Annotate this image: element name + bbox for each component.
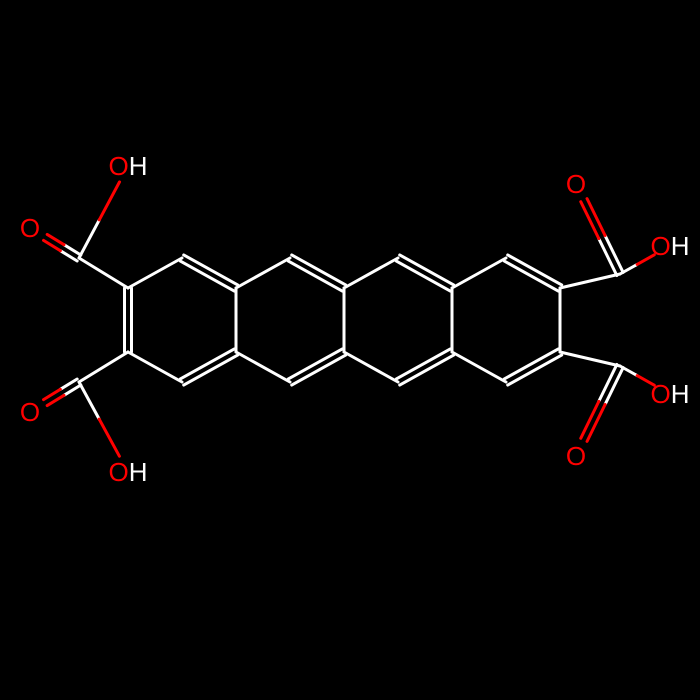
- atom-label-o7: OH: [650, 379, 689, 409]
- atom-label-o4: O: [20, 397, 40, 427]
- atom-label-o6: OH: [650, 231, 689, 261]
- atom-label-o5: O: [566, 169, 586, 199]
- molecule-diagram: O OH OH O O OH OH O: [0, 0, 700, 700]
- atom-label-o1: O: [20, 213, 40, 243]
- atom-label-o3: OH: [108, 457, 147, 487]
- atom-label-o2: OH: [108, 151, 147, 181]
- atom-label-o8: O: [566, 441, 586, 471]
